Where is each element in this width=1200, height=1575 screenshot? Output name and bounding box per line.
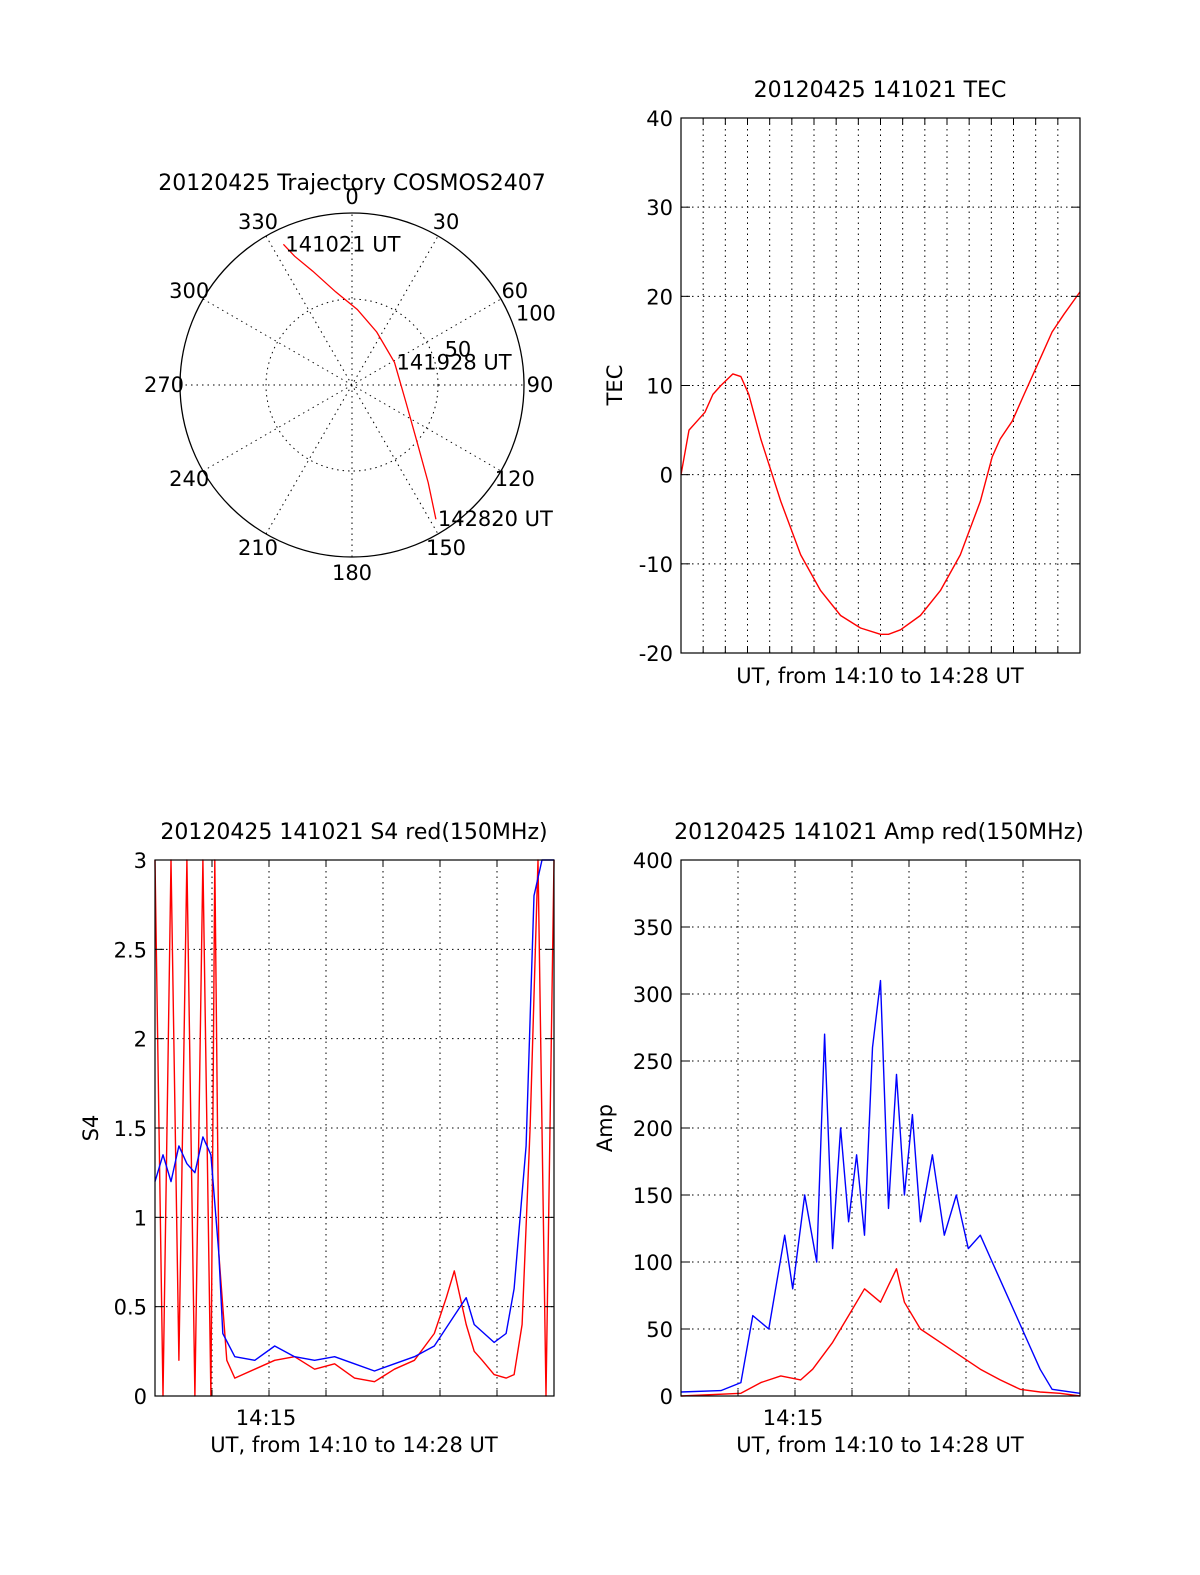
amp-title: 20120425 141021 Amp red(150MHz) [674, 820, 1084, 845]
y-tick-label: 20 [646, 285, 673, 309]
y-tick-label: 30 [646, 196, 673, 220]
tec-xlabel: UT, from 14:10 to 14:28 UT [736, 664, 1024, 688]
polar-angle-label: 120 [495, 467, 535, 491]
polar-spoke [265, 235, 439, 535]
y-tick-label: 2 [134, 1028, 147, 1052]
s4-ylabel: S4 [79, 1115, 103, 1142]
amp-y-ticks: 0 50 100 150 200 250 300 350 400 [633, 849, 1080, 1409]
y-tick-label: 3 [134, 849, 147, 873]
polar-radius-label: 100 [516, 301, 556, 325]
polar-trajectory [282, 243, 437, 520]
series-line [680, 979, 1081, 1394]
polar-angle-label: 210 [238, 536, 278, 560]
y-tick-label: 250 [633, 1050, 673, 1074]
y-tick-label: -10 [639, 553, 673, 577]
s4-xtick-label: 14:15 [236, 1406, 297, 1430]
amp-xlabel: UT, from 14:10 to 14:28 UT [736, 1433, 1024, 1457]
polar-angle-label: 0 [345, 185, 358, 209]
y-tick-label: 400 [633, 849, 673, 873]
s4-chart: 20120425 141021 S4 red(150MHz) 0 0.5 1 1.5 2… [79, 820, 555, 1457]
tec-grid [681, 118, 1080, 653]
polar-angle-label: 270 [144, 373, 184, 397]
y-tick-label: 40 [646, 107, 673, 131]
y-tick-label: 350 [633, 916, 673, 940]
s4-grid [155, 860, 554, 1396]
polar-angle-label: 30 [433, 210, 460, 234]
polar-time-annotation: 142820 UT [438, 507, 553, 531]
polar-spokes [180, 213, 524, 557]
polar-time-annotation: 141928 UT [397, 350, 512, 374]
y-tick-label: 0 [660, 464, 673, 488]
polar-time-annotation: 141021 UT [285, 232, 400, 256]
polar-angle-label: 150 [426, 536, 466, 560]
amp-xtick-label: 14:15 [763, 1406, 824, 1430]
y-tick-label: 1 [134, 1206, 147, 1230]
tec-y-ticks: -20 -10 0 10 20 30 40 [639, 107, 1080, 666]
y-tick-label: 100 [633, 1251, 673, 1275]
polar-radius-label: 50 [445, 338, 472, 362]
y-tick-label: 150 [633, 1184, 673, 1208]
polar-angle-label: 180 [332, 561, 372, 585]
polar-trajectory-line [282, 243, 437, 520]
polar-angle-labels: 0 30 60 90 120 150 180 210 240 270 300 330 [144, 185, 553, 585]
polar-angle-label: 300 [169, 279, 209, 303]
y-tick-label: 1.5 [114, 1117, 147, 1141]
s4-title: 20120425 141021 S4 red(150MHz) [160, 820, 547, 845]
polar-title: 20120425 Trajectory COSMOS2407 [158, 171, 545, 196]
y-tick-label: 0 [660, 1385, 673, 1409]
y-tick-label: 2.5 [114, 938, 147, 962]
y-tick-label: -20 [639, 642, 673, 666]
tec-title: 20120425 141021 TEC [754, 78, 1007, 103]
s4-series [154, 859, 555, 1397]
tec-series [680, 291, 1081, 635]
y-tick-label: 200 [633, 1117, 673, 1141]
series-line [680, 1267, 1081, 1397]
polar-angle-label: 90 [527, 373, 554, 397]
amp-series [680, 979, 1081, 1397]
tec-ylabel: TEC [603, 365, 627, 407]
y-tick-label: 50 [646, 1318, 673, 1342]
trajectory-polar-plot: 20120425 Trajectory COSMOS2407 0 30 60 90 12… [144, 171, 556, 585]
s4-xlabel: UT, from 14:10 to 14:28 UT [210, 1433, 498, 1457]
polar-radius-labels: 50 100 [445, 301, 556, 361]
polar-inner-circle [265, 298, 439, 472]
amp-grid [681, 860, 1080, 1396]
polar-annotations: 141021 UT 141928 UT 142820 UT [285, 232, 553, 531]
s4-y-ticks: 0 0.5 1 1.5 2 2.5 3 [114, 849, 554, 1409]
amp-chart: 20120425 141021 Amp red(150MHz) 0 50 100 15… [593, 820, 1084, 1457]
polar-angle-label: 330 [238, 210, 278, 234]
series-line [680, 291, 1081, 635]
tec-chart: 20120425 141021 TEC -20 -10 0 10 20 30 40 UT, … [603, 78, 1081, 688]
y-tick-label: 0.5 [114, 1296, 147, 1320]
series-line [154, 859, 555, 1397]
y-tick-label: 10 [646, 375, 673, 399]
series-line [154, 859, 554, 1372]
polar-angle-label: 240 [169, 467, 209, 491]
y-tick-label: 0 [134, 1385, 147, 1409]
amp-ylabel: Amp [593, 1104, 617, 1152]
y-tick-label: 300 [633, 983, 673, 1007]
polar-angle-label: 60 [501, 279, 528, 303]
